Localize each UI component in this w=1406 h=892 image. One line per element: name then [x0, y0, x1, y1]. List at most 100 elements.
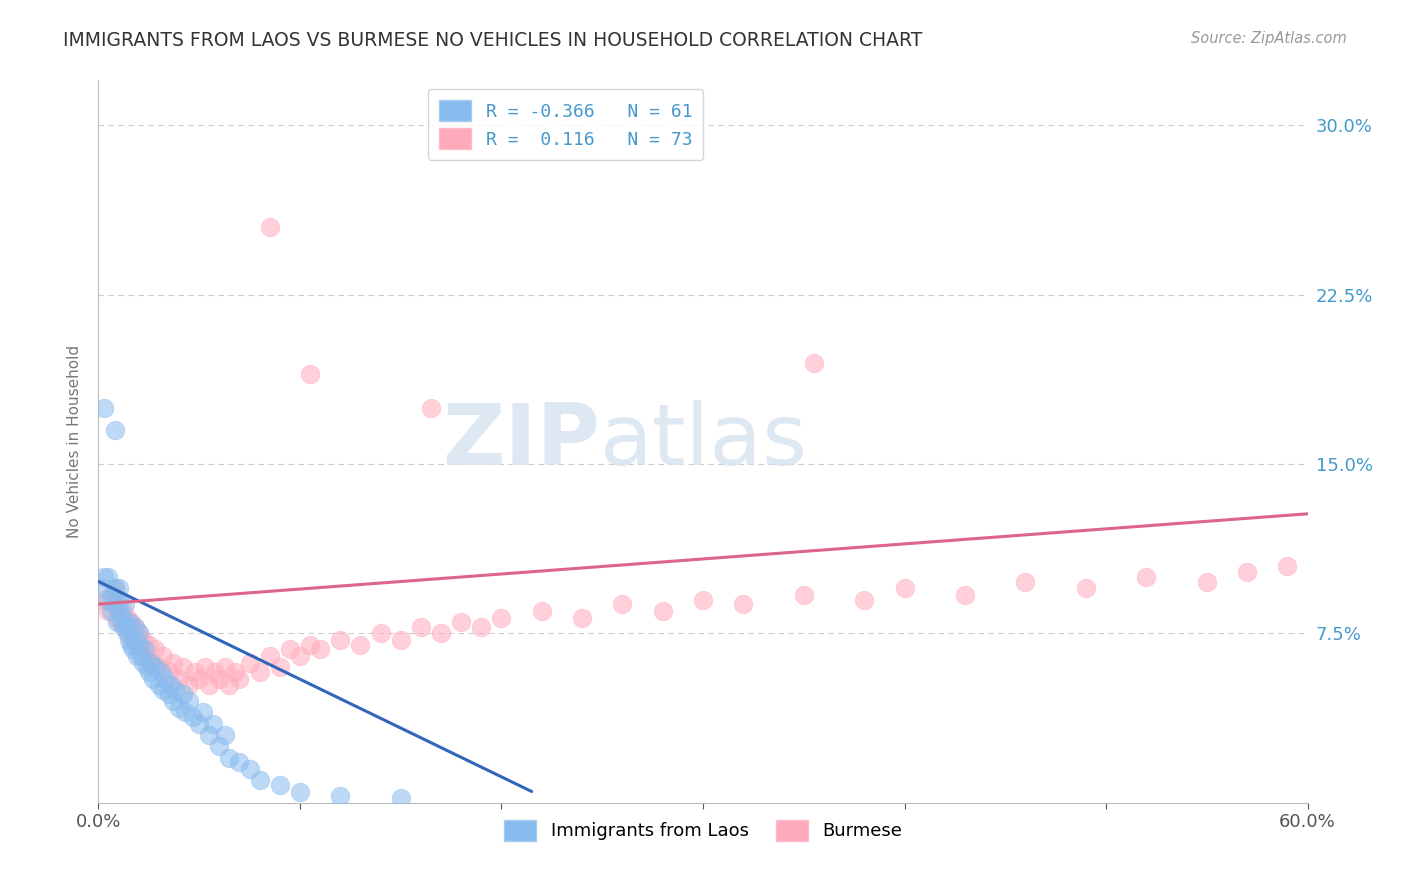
- Point: [114, 620, 136, 634]
- Point: [224, 665, 246, 679]
- Point: [121, 642, 143, 657]
- Point: [135, 660, 157, 674]
- Point: [152, 648, 174, 663]
- Point: [491, 610, 513, 624]
- Point: [128, 626, 150, 640]
- Point: [228, 755, 250, 769]
- Point: [124, 620, 146, 634]
- Point: [174, 706, 197, 720]
- Point: [470, 620, 492, 634]
- Point: [329, 633, 352, 648]
- Point: [249, 665, 271, 679]
- Point: [188, 672, 211, 686]
- Point: [148, 678, 170, 692]
- Point: [420, 401, 443, 415]
- Point: [121, 633, 143, 648]
- Point: [803, 355, 825, 369]
- Point: [124, 633, 146, 648]
- Point: [309, 642, 332, 657]
- Point: [1195, 574, 1218, 589]
- Point: [115, 626, 138, 640]
- Point: [612, 597, 634, 611]
- Point: [103, 582, 125, 596]
- Point: [450, 615, 472, 630]
- Point: [1135, 570, 1157, 584]
- Point: [134, 648, 156, 663]
- Point: [204, 665, 226, 679]
- Point: [162, 694, 184, 708]
- Point: [893, 582, 915, 596]
- Point: [101, 597, 124, 611]
- Point: [208, 739, 231, 754]
- Point: [93, 592, 115, 607]
- Point: [110, 615, 132, 630]
- Point: [103, 582, 125, 596]
- Point: [1236, 566, 1258, 580]
- Point: [329, 789, 352, 803]
- Point: [167, 672, 190, 686]
- Point: [172, 687, 194, 701]
- Point: [118, 626, 141, 640]
- Point: [349, 638, 371, 652]
- Point: [269, 660, 291, 674]
- Point: [107, 592, 129, 607]
- Point: [143, 660, 166, 674]
- Point: [97, 592, 120, 607]
- Point: [134, 642, 156, 657]
- Point: [120, 638, 142, 652]
- Point: [853, 592, 876, 607]
- Point: [148, 660, 170, 674]
- Point: [269, 778, 291, 792]
- Legend: Immigrants from Laos, Burmese: Immigrants from Laos, Burmese: [496, 813, 910, 848]
- Point: [132, 656, 155, 670]
- Point: [167, 701, 190, 715]
- Point: [163, 682, 186, 697]
- Point: [118, 615, 141, 630]
- Point: [118, 633, 141, 648]
- Point: [120, 615, 142, 630]
- Point: [149, 665, 172, 679]
- Point: [389, 633, 412, 648]
- Point: [124, 620, 146, 634]
- Point: [202, 716, 225, 731]
- Point: [107, 597, 129, 611]
- Point: [114, 615, 136, 630]
- Point: [288, 784, 311, 798]
- Point: [179, 678, 201, 692]
- Point: [198, 678, 221, 692]
- Point: [218, 678, 240, 692]
- Point: [153, 672, 176, 686]
- Point: [142, 672, 165, 686]
- Point: [430, 626, 453, 640]
- Point: [370, 626, 392, 640]
- Point: [278, 642, 301, 657]
- Point: [1014, 574, 1036, 589]
- Point: [218, 750, 240, 764]
- Point: [299, 638, 322, 652]
- Point: [143, 642, 166, 657]
- Point: [181, 710, 204, 724]
- Point: [193, 706, 215, 720]
- Point: [953, 588, 976, 602]
- Point: [157, 687, 180, 701]
- Point: [115, 610, 138, 624]
- Point: [1277, 558, 1299, 573]
- Point: [93, 401, 115, 415]
- Point: [97, 604, 120, 618]
- Point: [93, 570, 115, 584]
- Point: [1074, 582, 1097, 596]
- Point: [110, 610, 132, 624]
- Point: [105, 615, 128, 630]
- Point: [172, 660, 194, 674]
- Point: [184, 665, 207, 679]
- Point: [299, 367, 322, 381]
- Point: [409, 620, 432, 634]
- Point: [733, 597, 755, 611]
- Point: [114, 597, 136, 611]
- Point: [208, 672, 231, 686]
- Point: [288, 648, 311, 663]
- Point: [101, 588, 124, 602]
- Point: [571, 610, 593, 624]
- Point: [111, 620, 134, 634]
- Point: [259, 648, 281, 663]
